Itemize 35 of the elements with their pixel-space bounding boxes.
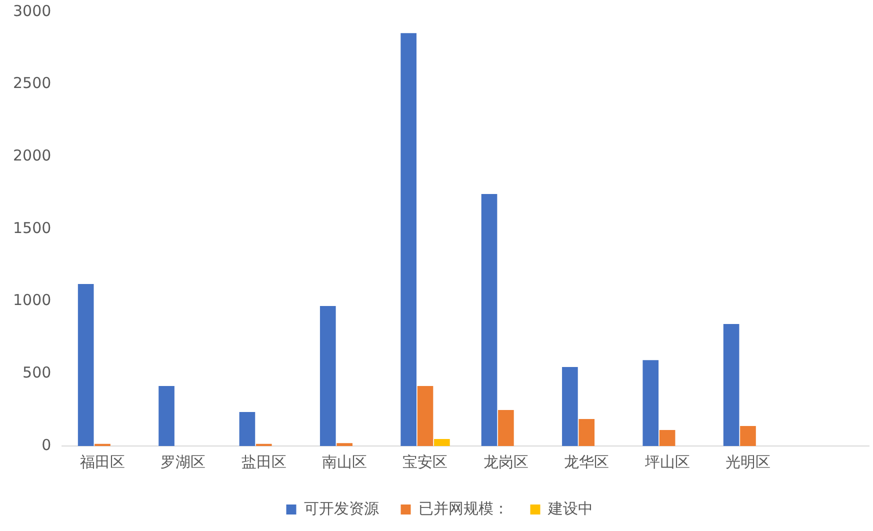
bar <box>723 324 740 446</box>
x-tick-label: 福田区 <box>80 452 126 471</box>
bar <box>481 194 498 446</box>
x-tick-label: 罗湖区 <box>160 452 206 471</box>
y-tick-label: 500 <box>22 364 52 382</box>
bar <box>400 33 416 446</box>
x-tick-label: 龙岗区 <box>483 452 528 471</box>
y-tick-label: 2000 <box>12 146 52 165</box>
bar <box>78 284 94 446</box>
bar <box>336 443 352 446</box>
x-tick-label: 盐田区 <box>241 452 286 471</box>
y-tick-label: 1000 <box>12 291 52 310</box>
legend-label: 建设中 <box>546 499 593 518</box>
x-tick-label: 光明区 <box>725 452 770 471</box>
legend-label: 已并网规模： <box>418 499 508 518</box>
bar <box>498 410 514 446</box>
y-tick-label: 2500 <box>12 74 52 92</box>
x-tick-label: 龙华区 <box>564 452 610 471</box>
y-tick-label: 3000 <box>12 2 52 20</box>
bar <box>417 386 434 446</box>
legend-label: 可开发资源 <box>304 499 379 518</box>
x-tick-label: 宝安区 <box>402 452 448 471</box>
y-tick-label: 1500 <box>12 218 52 237</box>
bar <box>158 386 174 446</box>
bar <box>578 418 595 446</box>
bar <box>239 412 256 446</box>
bar <box>642 360 659 446</box>
y-tick-label: 0 <box>42 436 52 454</box>
bar <box>434 439 450 446</box>
bar <box>562 367 578 446</box>
bar <box>659 430 676 446</box>
bar <box>740 426 756 446</box>
bar <box>320 306 336 446</box>
x-tick-label: 坪山区 <box>644 452 690 471</box>
x-tick-label: 南山区 <box>322 452 368 471</box>
